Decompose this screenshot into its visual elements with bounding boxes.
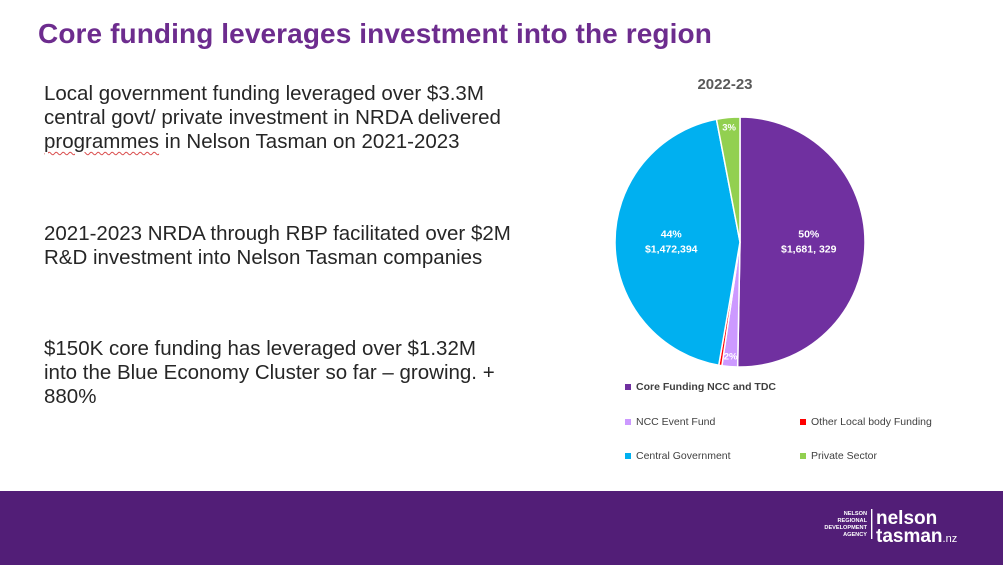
legend-label-private-sector: Private Sector: [811, 450, 877, 462]
logo-suffix: .nz: [943, 533, 958, 545]
logo-divider: [871, 509, 873, 539]
chart-title: 2022-23: [697, 76, 752, 93]
bullet-text-3: $150K core funding has leveraged over $1…: [44, 337, 495, 408]
legend-label-core-funding-ncc-and-tdc: Core Funding NCC and TDC: [636, 381, 776, 393]
slide-title: Core funding leverages investment into t…: [38, 18, 712, 49]
legend-label-central-government: Central Government: [636, 450, 731, 462]
footer-bar: [0, 491, 1003, 565]
legend-swatch-private-sector: [800, 453, 806, 459]
logo-word-tasman-group: tasman.nz: [876, 526, 957, 547]
bullet-text-2: 2021-2023 NRDA through RBP facilitated o…: [44, 222, 511, 269]
pie-labels: 50% $1,681, 329 2% 44% $1,472,394 3%: [645, 123, 837, 363]
logo-line-3: DEVELOPMENT: [824, 525, 867, 531]
legend-swatch-ncc-event-fund: [625, 419, 631, 425]
nelson-tasman-logo: NELSON REGIONAL DEVELOPMENT AGENCY nelso…: [824, 508, 957, 547]
legend-swatch-central-government: [625, 453, 631, 459]
pie-slice-private-sector: [715, 116, 741, 243]
logo-word-nelson: nelson: [876, 508, 937, 529]
data-label-value: $1,681, 329: [781, 244, 837, 256]
logo-line-1: NELSON: [844, 511, 867, 517]
data-label-percent: 44%: [661, 229, 683, 241]
legend-swatch-core-funding-ncc-and-tdc: [625, 384, 631, 390]
legend-label-ncc-event-fund: NCC Event Fund: [636, 416, 716, 428]
pie-slices: [614, 116, 866, 368]
data-label-percent: 50%: [798, 229, 820, 241]
pie-slice-central-government: [614, 118, 741, 367]
logo-line-2: REGIONAL: [837, 518, 867, 524]
chart-legend: Core Funding NCC and TDC NCC Event Fund Ot…: [625, 381, 932, 462]
data-label-percent: 2%: [724, 352, 738, 363]
pie-slice-core-funding-ncc-and-tdc: [736, 116, 866, 368]
logo-line-4: AGENCY: [843, 532, 867, 538]
legend-label-other-local-body-funding: Other Local body Funding: [811, 416, 932, 428]
data-label-percent: 3%: [722, 123, 736, 134]
legend-swatch-other-local-body-funding: [800, 419, 806, 425]
bullet-text-1: Local government funding leveraged over …: [44, 82, 501, 153]
data-label-value: $1,472,394: [645, 244, 698, 256]
logo-word-tasman: tasman: [876, 526, 943, 547]
pie-chart: 2022-23 50%$1,681, 3292%44%$1,472,3943% …: [614, 76, 932, 462]
